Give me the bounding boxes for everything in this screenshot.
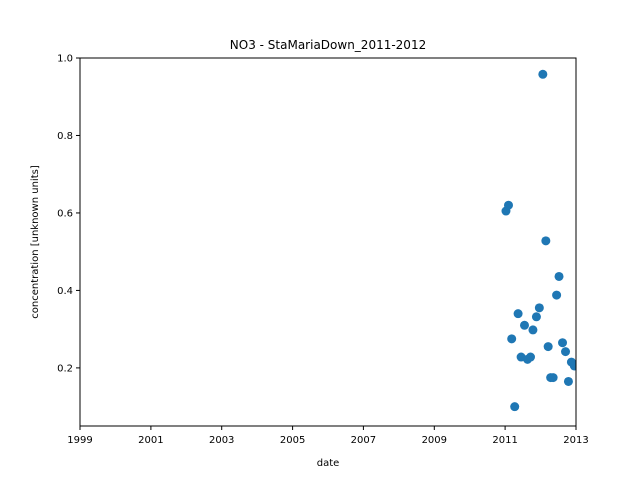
- x-axis: 1999 2001 2003 2005 2007 2009 2011 2013: [67, 426, 589, 446]
- x-tick-label: 2013: [563, 435, 588, 446]
- x-tick-label: 2003: [209, 435, 234, 446]
- data-point: [552, 290, 562, 300]
- x-tick-label: 2009: [422, 435, 447, 446]
- y-axis-label: concentration [unknown units]: [30, 165, 41, 319]
- data-point: [558, 338, 568, 348]
- data-point: [538, 69, 548, 79]
- x-tick-label: 2007: [351, 435, 376, 446]
- x-axis-label: date: [317, 458, 340, 469]
- x-tick-label: 2001: [138, 435, 163, 446]
- y-axis: 0.2 0.4 0.6 0.8 1.0: [57, 54, 80, 374]
- data-point: [519, 320, 529, 330]
- data-point: [554, 271, 564, 281]
- data-point: [507, 334, 517, 344]
- data-point: [561, 347, 571, 357]
- data-point: [543, 342, 553, 352]
- data-point: [569, 361, 576, 371]
- data-point: [548, 373, 558, 383]
- data-point: [563, 376, 573, 386]
- data-point: [531, 312, 541, 322]
- data-point: [541, 236, 551, 246]
- chart-title: NO3 - StaMariaDown_2011-2012: [230, 38, 426, 52]
- y-tick-label: 0.8: [57, 131, 73, 142]
- x-tick-label: 1999: [67, 435, 92, 446]
- data-point: [513, 309, 523, 319]
- data-point: [510, 402, 520, 412]
- data-point: [503, 200, 513, 210]
- data-point: [526, 352, 536, 362]
- y-tick-label: 0.2: [57, 363, 73, 374]
- plot-frame: [79, 57, 577, 427]
- y-tick-label: 0.6: [57, 208, 73, 219]
- x-tick-label: 2011: [492, 435, 517, 446]
- y-tick-label: 0.4: [57, 286, 73, 297]
- data-point: [528, 325, 538, 335]
- data-point: [534, 303, 544, 313]
- y-tick-label: 1.0: [57, 54, 73, 65]
- data-points: [501, 69, 576, 412]
- x-tick-label: 2005: [280, 435, 305, 446]
